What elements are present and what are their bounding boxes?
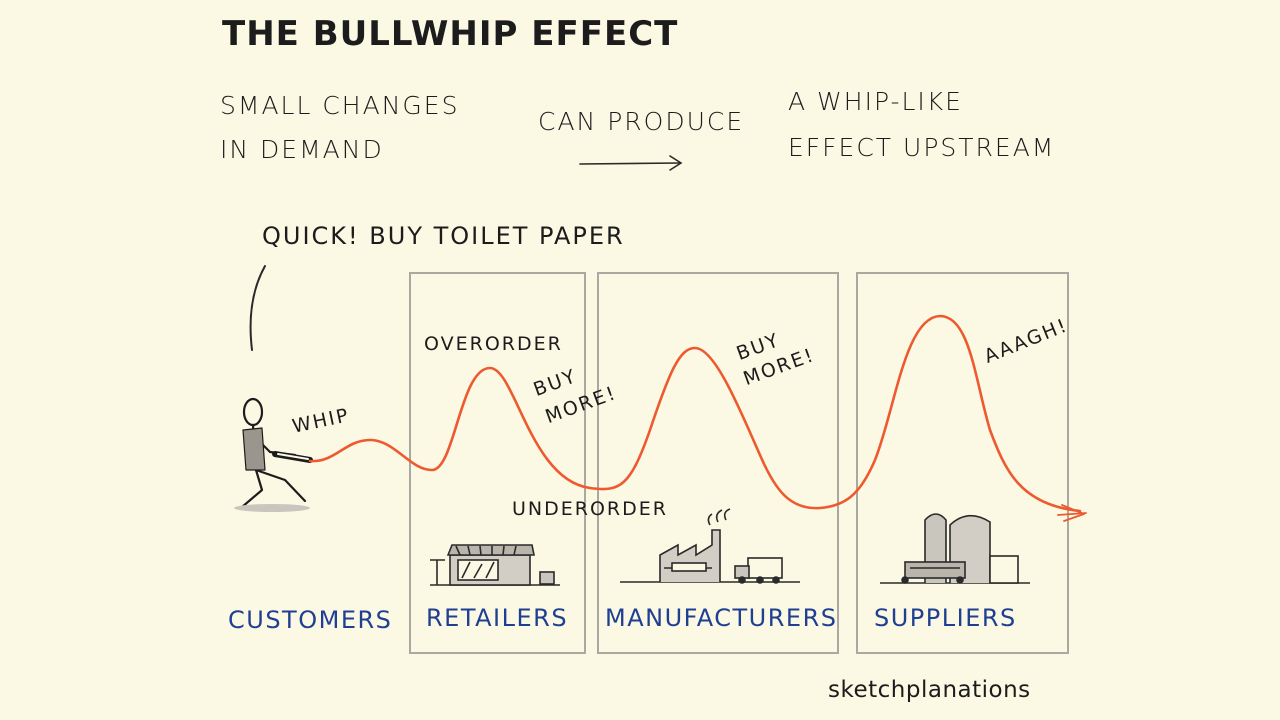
customer-figure <box>240 397 307 509</box>
intro-left-line1: SMALL CHANGES <box>220 91 460 120</box>
speech-line <box>249 265 266 351</box>
intro-middle: CAN PRODUCE <box>538 107 745 136</box>
head <box>242 397 264 427</box>
intro-right-line2: EFFECT UPSTREAM <box>788 133 1056 162</box>
speech-text: QUICK! BUY TOILET PAPER <box>262 222 625 250</box>
brand-signature: sketchplanations <box>828 677 1031 703</box>
manufacturers-panel <box>597 272 839 654</box>
underorder-label: UNDERORDER <box>512 498 668 520</box>
stage-label-retailers: RETAILERS <box>426 604 569 632</box>
whip-tip-icon <box>1057 504 1087 522</box>
supplier-plant-icon <box>880 513 1030 584</box>
stage-label-manufacturers: MANUFACTURERS <box>605 604 838 632</box>
retailers-panel <box>409 272 586 654</box>
factory-icon <box>620 508 800 584</box>
suppliers-panel <box>856 272 1069 654</box>
intro-right-line1: A WHIP-LIKE <box>788 87 963 116</box>
stage-label-customers: CUSTOMERS <box>228 606 393 634</box>
whip-line <box>308 314 1082 513</box>
shadow <box>234 504 310 512</box>
stage-label-suppliers: SUPPLIERS <box>874 604 1017 632</box>
intro-left-line2: IN DEMAND <box>220 135 384 164</box>
overorder-label: OVERORDER <box>424 333 563 355</box>
shop-icon <box>430 544 560 586</box>
page-title: THE BULLWHIP EFFECT <box>222 14 679 54</box>
right-arrow-icon <box>579 155 683 171</box>
